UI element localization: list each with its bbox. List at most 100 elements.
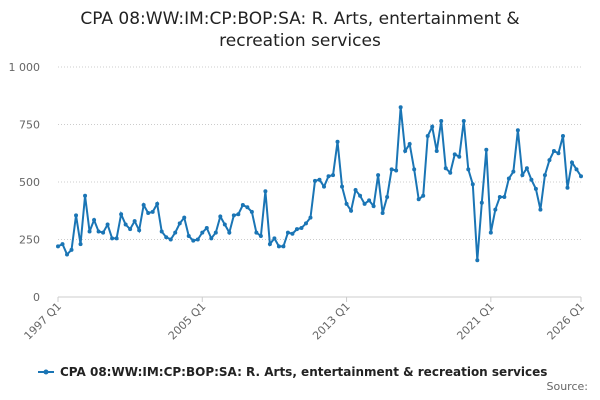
point <box>416 197 421 202</box>
point <box>132 219 137 224</box>
point <box>479 200 484 205</box>
point <box>141 203 146 207</box>
point <box>448 170 453 175</box>
point <box>403 148 408 153</box>
point <box>105 222 110 227</box>
point <box>312 178 317 183</box>
point <box>299 226 304 230</box>
point <box>164 235 169 240</box>
point <box>186 234 191 239</box>
legend-label: CPA 08:WW:IM:CP:BOP:SA: R. Arts, enterta… <box>60 365 547 379</box>
point <box>367 198 372 203</box>
point <box>506 176 511 181</box>
x-tick-label: 2013 Q1 <box>310 300 353 343</box>
point <box>69 247 74 252</box>
point <box>267 242 272 247</box>
y-tick-label: 250 <box>19 234 40 247</box>
point <box>425 134 430 138</box>
point <box>83 193 88 198</box>
point <box>56 244 60 249</box>
point <box>470 182 475 187</box>
point <box>362 201 367 206</box>
point <box>227 230 232 235</box>
y-tick-label: 500 <box>19 176 40 189</box>
chart-title: CPA 08:WW:IM:CP:BOP:SA: R. Arts, enterta… <box>80 9 520 51</box>
point <box>101 230 106 235</box>
point <box>249 209 254 214</box>
point <box>389 167 394 172</box>
point <box>240 203 245 207</box>
point <box>497 194 502 199</box>
point <box>560 134 565 138</box>
point <box>439 119 444 124</box>
point <box>579 174 583 179</box>
point <box>168 237 173 242</box>
point <box>533 186 538 191</box>
point <box>488 230 493 235</box>
point <box>380 211 385 216</box>
point <box>524 166 529 171</box>
point <box>565 185 570 190</box>
point <box>200 230 205 235</box>
point <box>484 147 489 152</box>
point <box>114 236 119 241</box>
point <box>322 184 327 189</box>
point <box>371 204 376 209</box>
point <box>195 237 200 242</box>
point <box>155 201 160 206</box>
point <box>222 222 227 227</box>
point <box>191 238 196 243</box>
point <box>209 236 214 241</box>
point <box>520 173 525 178</box>
point <box>358 193 363 198</box>
y-tick-label: 1 000 <box>9 61 41 74</box>
point <box>376 173 381 178</box>
point <box>92 217 97 222</box>
x-tick-label: 1997 Q1 <box>22 300 65 343</box>
series-line <box>57 107 582 261</box>
point <box>263 189 268 194</box>
point <box>502 194 507 199</box>
point <box>412 167 417 172</box>
point <box>272 236 277 241</box>
point <box>457 154 462 159</box>
point <box>173 230 178 235</box>
point <box>290 231 295 236</box>
point <box>213 230 218 235</box>
point <box>236 212 241 217</box>
legend-marker <box>43 369 49 375</box>
point <box>569 160 574 165</box>
point <box>542 173 547 178</box>
point <box>128 227 133 232</box>
point <box>556 151 561 156</box>
point <box>150 209 155 214</box>
point <box>335 139 340 144</box>
point <box>452 152 457 157</box>
point <box>317 177 322 182</box>
point <box>493 207 498 212</box>
y-tick-label: 750 <box>19 119 40 132</box>
point <box>434 148 439 153</box>
point <box>245 205 250 210</box>
point <box>159 229 164 234</box>
point <box>326 174 331 179</box>
point <box>308 215 313 220</box>
x-tick-label: 2026 Q1 <box>545 300 588 343</box>
point <box>430 124 435 129</box>
point <box>547 158 552 163</box>
point <box>78 242 83 247</box>
point <box>74 213 79 218</box>
point <box>218 214 223 219</box>
point <box>385 194 390 199</box>
point <box>276 244 281 249</box>
point <box>551 148 556 153</box>
point <box>340 184 345 189</box>
point <box>398 105 403 110</box>
point <box>529 177 534 182</box>
point <box>182 215 187 220</box>
point <box>65 252 70 257</box>
point <box>461 119 466 124</box>
point <box>123 222 128 227</box>
point <box>538 207 543 212</box>
